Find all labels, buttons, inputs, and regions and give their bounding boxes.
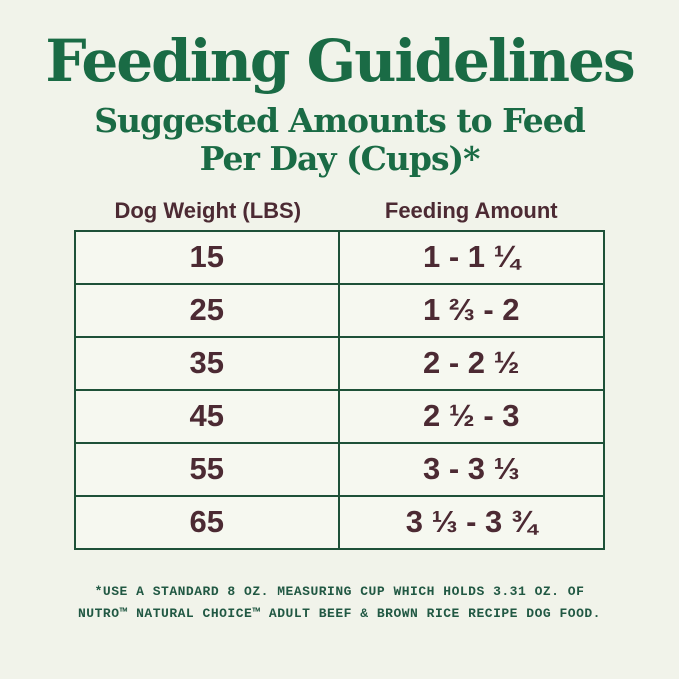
feeding-amount-value: 2 ½ - 3 (423, 398, 520, 434)
dog-weight-value: 15 (76, 231, 340, 283)
dog-weight-value: 55 (76, 443, 340, 495)
footnote-line-1: *USE A STANDARD 8 OZ. MEASURING CUP WHIC… (94, 583, 585, 599)
feeding-amount-value: 1 ⅔ - 2 (423, 292, 520, 328)
table-row: 55 3 - 3 ⅓ (76, 441, 603, 495)
table-row: 45 2 ½ - 3 (76, 388, 603, 442)
dog-weight-value: 45 (76, 390, 340, 442)
table-row: 35 2 - 2 ½ (76, 335, 603, 389)
subtitle-line-2: Per Day (Cups)* (199, 138, 481, 178)
feeding-amount-value: 3 ⅓ - 3 ¾ (405, 504, 537, 540)
feeding-table: 15 1 - 1 ¼ 25 1 ⅔ - 2 35 2 - 2 ½ 45 2 ½ … (74, 229, 605, 550)
dog-weight-value: 65 (76, 496, 340, 548)
footnote-line-2: NUTRO™ NATURAL CHOICE™ ADULT BEEF & BROW… (78, 605, 601, 621)
table-column-headers: Dog Weight (LBS) Feeding Amount (76, 198, 603, 224)
feeding-amount-value: 3 - 3 ⅓ (423, 451, 520, 487)
table-row: 65 3 ⅓ - 3 ¾ (76, 494, 603, 548)
column-header-dog-weight: Dog Weight (LBS) (114, 197, 302, 223)
table-row: 25 1 ⅔ - 2 (76, 282, 603, 336)
column-header-feeding-amount: Feeding Amount (384, 197, 558, 223)
page-title: Feeding Guidelines (45, 27, 635, 95)
dog-weight-value: 25 (76, 284, 340, 336)
measuring-cup-footnote: *USE A STANDARD 8 OZ. MEASURING CUP WHIC… (0, 581, 679, 625)
feeding-amount-value: 2 - 2 ½ (423, 345, 520, 381)
dog-weight-value: 35 (76, 337, 340, 389)
table-row: 15 1 - 1 ¼ (76, 231, 603, 283)
page-subtitle: Suggested Amounts to Feed Per Day (Cups)… (0, 100, 679, 178)
feeding-amount-value: 1 - 1 ¼ (423, 239, 520, 275)
subtitle-line-1: Suggested Amounts to Feed (94, 100, 586, 140)
